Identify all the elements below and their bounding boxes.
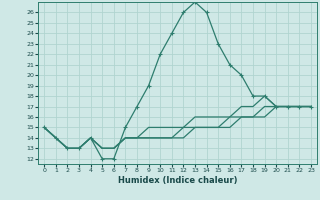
- X-axis label: Humidex (Indice chaleur): Humidex (Indice chaleur): [118, 176, 237, 185]
